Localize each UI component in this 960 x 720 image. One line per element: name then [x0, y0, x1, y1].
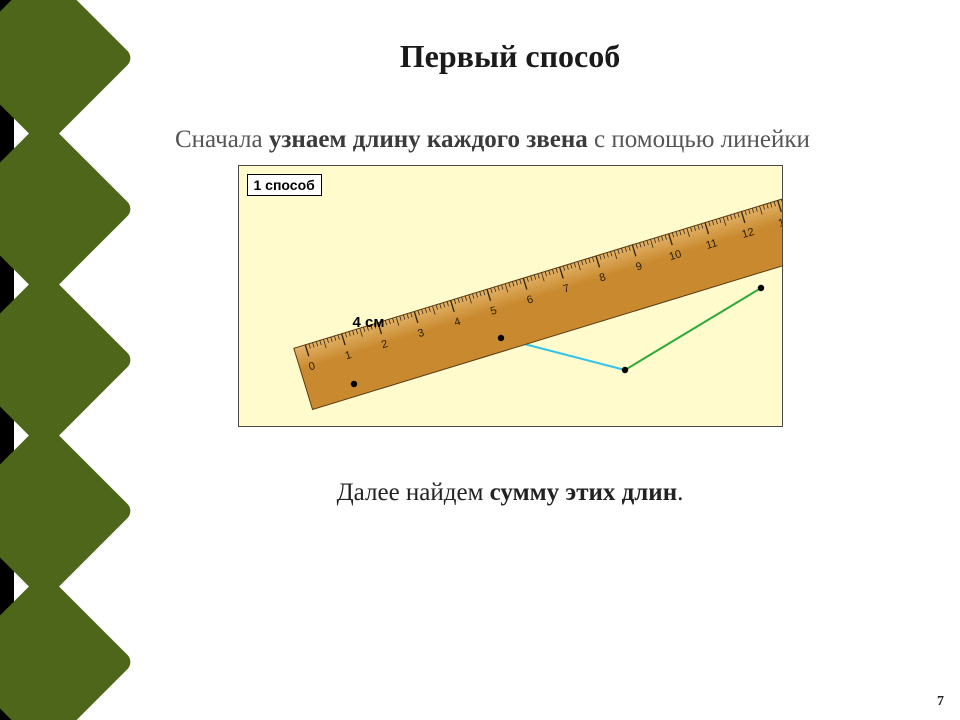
ruler: 012345678910111213	[293, 184, 782, 409]
polyline-vertex	[497, 335, 503, 341]
figure: 012345678910111213 1 способ 4 см	[238, 165, 783, 427]
intro-suffix: с помощью линейки	[588, 126, 810, 153]
page-title: Первый способ	[120, 38, 900, 75]
slide: Первый способ Сначала узнаем длину каждо…	[0, 0, 960, 720]
outro-bold: сумму этих длин	[490, 479, 677, 506]
outro-text: Далее найдем сумму этих длин.	[120, 479, 900, 507]
figure-label-box: 1 способ	[247, 174, 322, 196]
slide-spine	[0, 0, 82, 720]
polyline-vertex	[350, 381, 356, 387]
outro-suffix: .	[677, 479, 683, 506]
spine-tab	[0, 572, 135, 720]
figure-wrap: 012345678910111213 1 способ 4 см	[120, 165, 900, 427]
measure-label: 4 см	[353, 314, 385, 331]
measure-text: 4 см	[353, 314, 385, 331]
polyline-vertex	[621, 367, 627, 373]
polyline-vertex	[757, 285, 763, 291]
figure-svg: 012345678910111213	[239, 166, 783, 427]
figure-label-text: 1 способ	[254, 177, 315, 193]
slide-content: Первый способ Сначала узнаем длину каждо…	[100, 0, 940, 507]
spine-tabs	[14, 0, 82, 720]
intro-text: Сначала узнаем длину каждого звена с пом…	[120, 123, 900, 157]
outro-prefix: Далее найдем	[337, 479, 490, 506]
page-number: 7	[937, 694, 944, 710]
intro-bold: узнаем длину каждого звена	[269, 126, 588, 153]
intro-prefix: Сначала	[175, 126, 269, 153]
